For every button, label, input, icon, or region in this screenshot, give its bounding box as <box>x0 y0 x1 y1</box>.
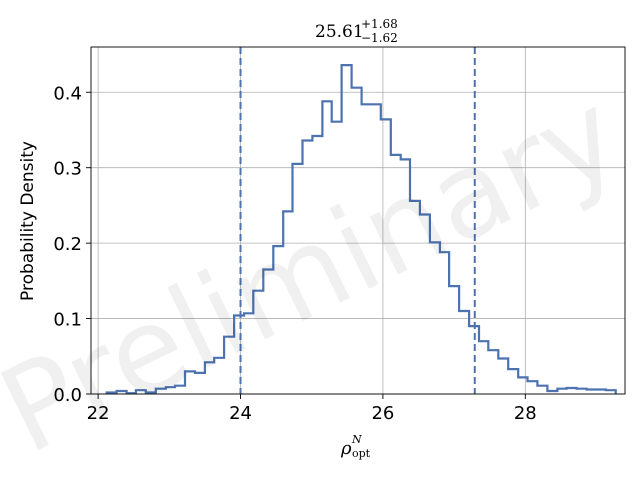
axis-ticks: 22 24 26 28 0.0 0.1 0.2 0.3 0.4 <box>53 83 536 424</box>
x-axis-label-superscript: N <box>351 433 362 446</box>
x-axis-label-subscript: opt <box>352 447 371 460</box>
y-tick-label: 0.2 <box>53 234 82 255</box>
plot-frame <box>90 46 626 395</box>
y-tick-label: 0.1 <box>53 310 82 331</box>
chart-title: 25.61 +1.68 −1.62 <box>315 17 398 45</box>
y-tick-label: 0.3 <box>53 159 82 180</box>
preliminary-watermark: Preliminary <box>0 64 639 480</box>
title-lower-error: −1.62 <box>361 31 398 45</box>
credible-interval-lines <box>239 47 476 394</box>
y-tick-label: 0.4 <box>53 83 82 104</box>
x-axis-label: ρ N opt <box>340 433 371 460</box>
x-tick-label: 28 <box>514 403 537 424</box>
x-tick-label: 22 <box>87 403 110 424</box>
histogram-step-line <box>105 63 617 395</box>
x-tick-label: 24 <box>229 403 252 424</box>
x-tick-label: 26 <box>371 403 394 424</box>
y-axis-label: Probability Density <box>18 141 38 301</box>
title-value: 25.61 <box>315 22 364 42</box>
y-tick-label: 0.0 <box>53 385 82 406</box>
title-upper-error: +1.68 <box>361 17 398 31</box>
x-axis-label-symbol: ρ <box>340 438 352 459</box>
